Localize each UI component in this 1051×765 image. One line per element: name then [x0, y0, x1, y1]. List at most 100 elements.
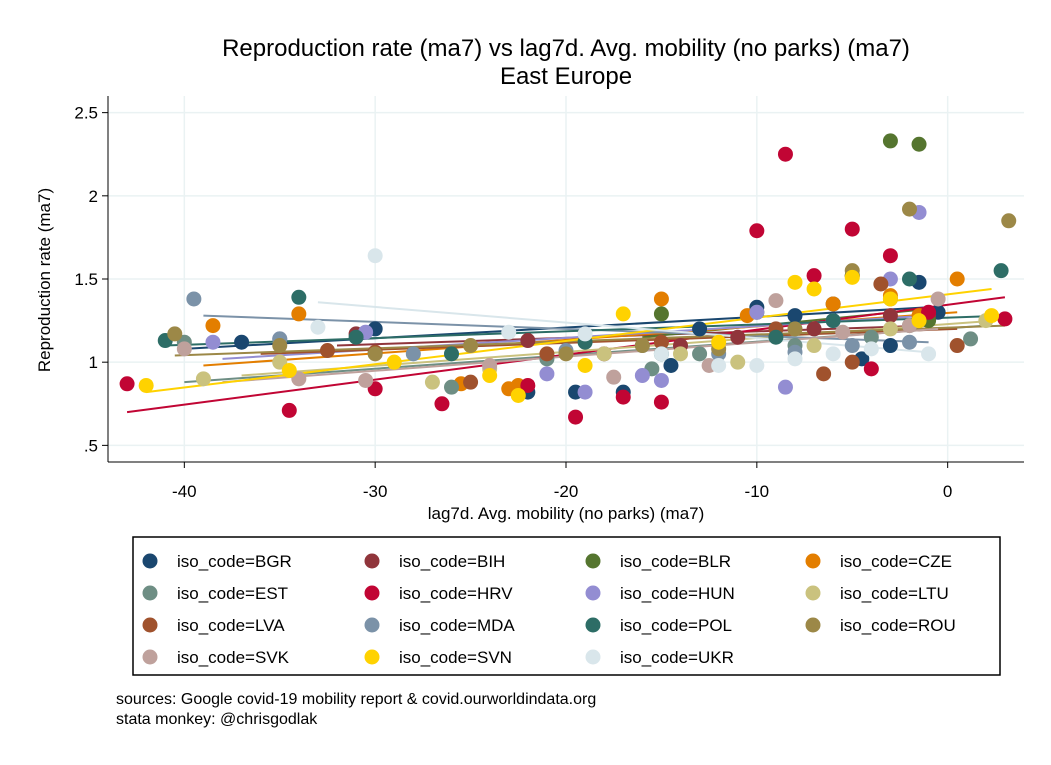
legend-label: iso_code=BIH: [399, 552, 505, 571]
y-tick-label: 2: [89, 187, 98, 206]
data-point: [749, 223, 765, 239]
data-point: [993, 263, 1009, 279]
data-point: [835, 324, 851, 340]
data-point: [463, 338, 479, 354]
data-point: [653, 346, 669, 362]
legend-marker: [585, 617, 601, 633]
data-point: [768, 329, 784, 345]
legend-marker: [142, 553, 158, 569]
data-point: [319, 343, 335, 359]
data-point: [730, 354, 746, 370]
data-point: [673, 346, 688, 362]
x-tick-label: -20: [554, 482, 579, 501]
data-point: [195, 371, 211, 387]
x-tick-label: -10: [745, 482, 770, 501]
x-tick-label: 0: [943, 482, 952, 501]
data-point: [444, 346, 459, 362]
data-point: [882, 248, 898, 264]
data-point: [949, 271, 965, 287]
data-point: [844, 269, 860, 285]
legend-marker: [364, 617, 380, 633]
data-point: [539, 366, 555, 382]
data-point: [424, 374, 440, 390]
data-point: [167, 326, 183, 342]
data-point: [787, 308, 803, 324]
data-point: [520, 333, 536, 349]
legend-marker: [805, 585, 821, 601]
data-point: [806, 338, 822, 354]
legend-marker: [585, 553, 601, 569]
data-point: [825, 346, 841, 362]
data-points: [119, 133, 1017, 425]
data-point: [844, 221, 860, 237]
data-point: [205, 318, 221, 334]
data-point: [911, 313, 927, 329]
legend-marker: [585, 585, 601, 601]
chart-subtitle: East Europe: [500, 63, 632, 90]
fit-line: [317, 301, 929, 354]
data-point: [825, 313, 841, 329]
data-point: [997, 311, 1013, 327]
data-point: [882, 308, 898, 324]
data-point: [825, 296, 841, 312]
axes: .5 1 1.5 2 2.5 -40 -30 -20 -10 0: [74, 96, 1024, 501]
data-point: [663, 358, 679, 374]
data-point: [863, 361, 879, 377]
data-point: [873, 276, 889, 292]
data-point: [863, 341, 879, 357]
data-point: [615, 389, 631, 405]
data-point: [138, 377, 154, 393]
data-point: [692, 346, 708, 362]
legend-label: iso_code=ROU: [840, 616, 956, 635]
legend-marker: [805, 553, 821, 569]
data-point: [711, 358, 727, 374]
legend-label: iso_code=LTU: [840, 584, 949, 603]
legend-marker: [142, 617, 158, 633]
y-tick-label: 2.5: [74, 104, 98, 123]
data-point: [405, 346, 421, 362]
data-point: [348, 329, 364, 345]
data-point: [520, 377, 536, 393]
data-point: [844, 354, 860, 370]
data-point: [863, 329, 879, 345]
data-point: [806, 321, 822, 337]
data-point: [882, 321, 898, 337]
data-point: [711, 334, 727, 350]
y-tick-label: .5: [84, 436, 98, 455]
x-tick-label: -30: [363, 482, 388, 501]
legend-marker: [585, 649, 601, 665]
data-point: [291, 289, 307, 305]
legend-box: [132, 536, 1001, 676]
data-point: [510, 387, 526, 403]
data-point: [902, 271, 917, 287]
data-point: [558, 346, 574, 362]
legend-marker: [805, 617, 821, 633]
author-note: stata monkey: @chrisgodlak: [116, 711, 318, 728]
data-point: [358, 372, 374, 388]
data-point: [205, 334, 221, 350]
data-point: [749, 304, 765, 320]
data-point: [787, 321, 803, 337]
data-point: [653, 372, 669, 388]
data-point: [310, 319, 326, 335]
data-point: [882, 338, 898, 354]
data-point: [653, 291, 669, 307]
data-point: [806, 268, 822, 284]
data-point: [882, 133, 898, 149]
legend-label: iso_code=LVA: [177, 616, 285, 635]
data-point: [882, 291, 898, 307]
data-point: [653, 394, 669, 410]
data-point: [596, 346, 612, 362]
legend-label: iso_code=BGR: [177, 552, 292, 571]
data-point: [787, 351, 803, 367]
x-tick-label: -40: [172, 482, 197, 501]
data-point: [501, 324, 517, 340]
data-point: [653, 306, 669, 322]
legend-marker: [142, 585, 158, 601]
legend-label: iso_code=UKR: [620, 648, 734, 667]
x-axis-label: lag7d. Avg. mobility (no parks) (ma7): [428, 504, 705, 523]
data-point: [577, 358, 593, 374]
legend-label: iso_code=EST: [177, 584, 288, 603]
data-point: [386, 354, 402, 370]
